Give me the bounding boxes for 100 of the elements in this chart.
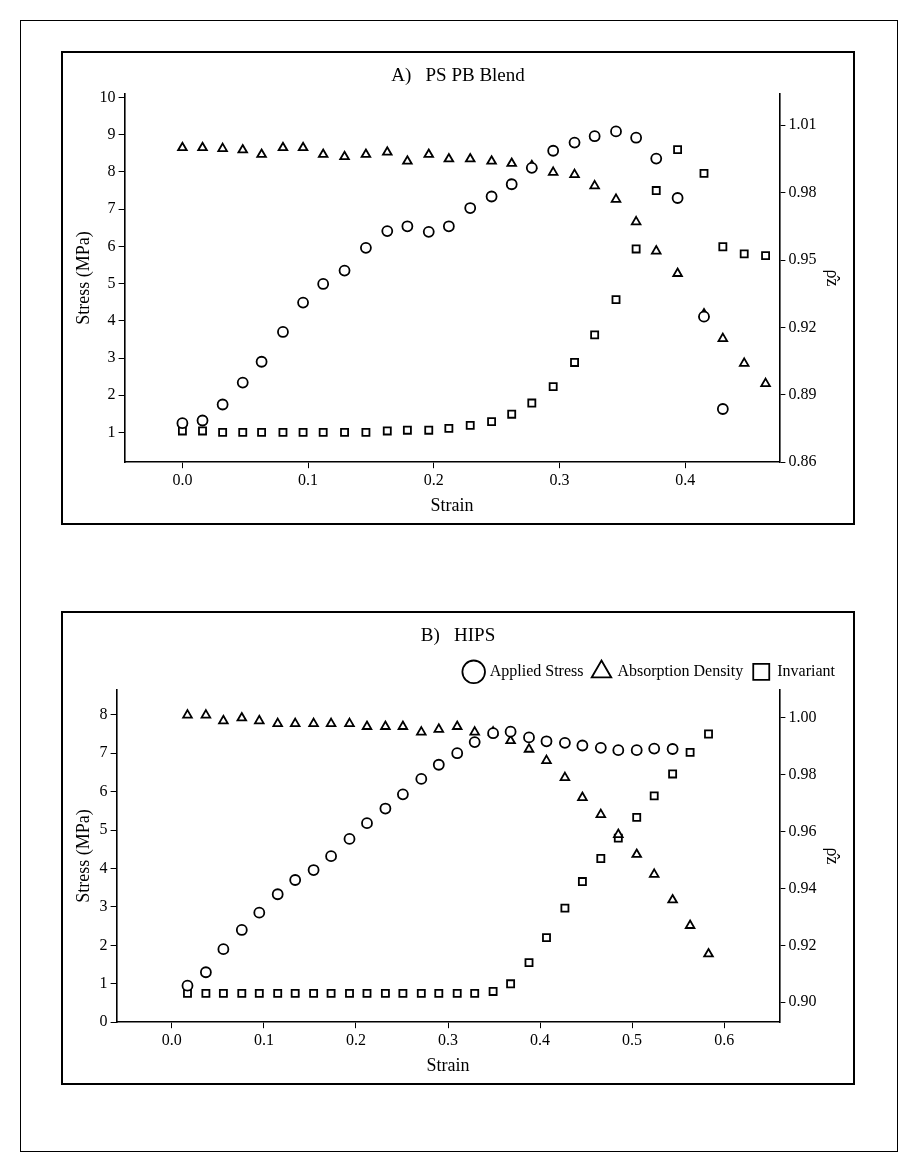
x-tick-label: 0.2 — [423, 471, 444, 488]
point — [344, 717, 355, 728]
point — [343, 833, 356, 845]
x-tick-label: 0.1 — [298, 471, 319, 488]
y-tick-label: 5 — [99, 820, 108, 838]
point — [326, 988, 336, 998]
point — [199, 966, 212, 979]
point — [381, 225, 394, 238]
y-axis-title: Stress (MPa) — [72, 231, 94, 325]
point — [443, 153, 455, 163]
y-tick-label: 1 — [99, 973, 108, 991]
point — [470, 988, 480, 998]
y-tick-label: 8 — [99, 704, 108, 722]
y2-tick-label: 0.96 — [788, 821, 817, 839]
point — [236, 712, 248, 722]
y-tick-label: 4 — [99, 858, 108, 876]
point — [297, 141, 309, 152]
point — [290, 988, 300, 998]
point — [632, 812, 642, 822]
y2-tick-label: 0.86 — [788, 452, 817, 470]
point — [651, 186, 661, 195]
y-tick-label: 3 — [107, 348, 116, 366]
point — [339, 150, 350, 161]
y-tick-label: 5 — [107, 273, 116, 291]
point — [576, 739, 589, 752]
point — [416, 726, 427, 736]
point — [594, 741, 607, 754]
point — [325, 850, 337, 863]
y2-tick-label: 0.98 — [788, 182, 817, 200]
point — [402, 155, 413, 165]
chart-title: A) PS PB Blend — [391, 64, 526, 87]
point — [298, 428, 308, 437]
point — [464, 202, 477, 214]
point — [254, 988, 264, 998]
point — [631, 848, 642, 858]
point — [218, 714, 229, 725]
point — [237, 988, 247, 998]
point — [278, 428, 288, 437]
point — [317, 148, 329, 158]
point — [673, 145, 683, 155]
point — [738, 357, 750, 367]
point — [379, 802, 392, 815]
y2-tick-label: 1.01 — [788, 115, 817, 133]
point — [308, 717, 319, 728]
point — [651, 245, 662, 255]
point — [559, 771, 571, 782]
point — [595, 808, 607, 819]
point — [505, 178, 518, 191]
point — [451, 720, 463, 730]
y-tick-label: 8 — [107, 162, 116, 180]
point — [196, 414, 209, 427]
point — [596, 854, 606, 863]
point — [630, 131, 643, 144]
point — [289, 717, 301, 728]
x-tick-label: 0.0 — [172, 471, 193, 488]
point — [255, 355, 268, 368]
point — [684, 919, 696, 929]
point — [507, 409, 517, 419]
point — [218, 988, 228, 998]
point — [401, 220, 414, 233]
point — [488, 987, 498, 996]
point — [612, 744, 625, 757]
point — [716, 403, 729, 415]
point — [325, 717, 337, 728]
chart-title: B) HIPS — [420, 624, 496, 647]
point — [433, 723, 445, 733]
point — [649, 791, 659, 801]
point — [464, 153, 476, 163]
point — [177, 141, 188, 152]
point — [739, 249, 749, 259]
x-tick-label: 0.3 — [438, 1031, 458, 1048]
y-tick-label: 1 — [107, 422, 116, 440]
point — [361, 428, 371, 437]
point — [648, 868, 660, 878]
point — [198, 426, 207, 436]
point — [547, 144, 560, 157]
point — [559, 736, 571, 749]
point — [182, 709, 193, 719]
y-tick-label: 7 — [99, 743, 108, 761]
x-tick-label: 0.0 — [161, 1031, 182, 1048]
point — [506, 157, 517, 167]
point — [338, 264, 351, 277]
y-tick-label: 6 — [107, 236, 116, 254]
point — [254, 714, 265, 725]
point — [256, 148, 267, 158]
y-tick-label: 2 — [99, 935, 108, 953]
point — [416, 988, 426, 998]
point — [469, 726, 480, 736]
x-tick-label: 0.2 — [345, 1031, 366, 1048]
point — [235, 924, 248, 936]
y2-tick-label: 0.92 — [788, 935, 817, 953]
x-tick-label: 0.1 — [253, 1031, 274, 1048]
y2-tick-label: 0.98 — [788, 765, 817, 783]
point — [671, 192, 684, 204]
point — [610, 125, 622, 138]
point — [444, 423, 454, 433]
point — [273, 988, 283, 998]
point — [451, 747, 464, 760]
point — [217, 142, 228, 153]
point — [432, 758, 445, 771]
